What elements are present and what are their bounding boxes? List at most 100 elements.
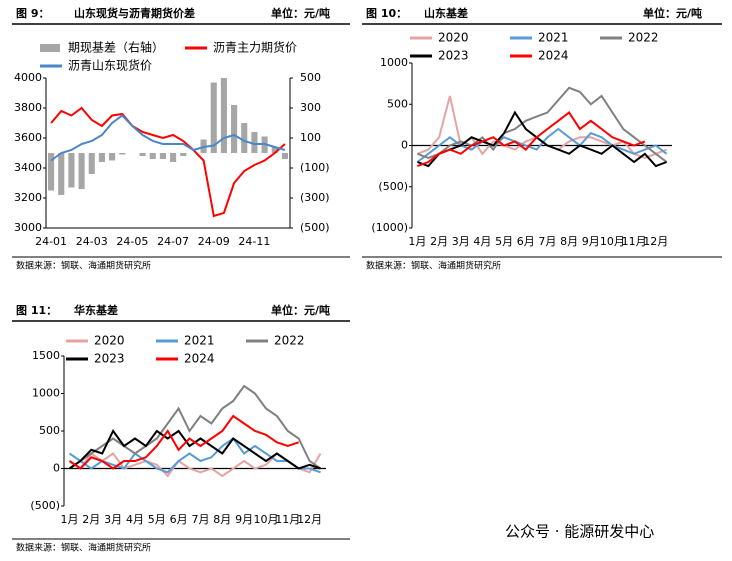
x-tick-label: 5月 <box>495 235 513 248</box>
x-tick-label: 11月 <box>622 235 647 248</box>
bar <box>231 105 238 153</box>
watermark: 公众号 · 能源研发中心 <box>505 523 654 541</box>
y-tick-label: 3000 <box>14 221 42 234</box>
legend-label: 2024 <box>184 352 215 366</box>
y-tick-label: 500 <box>387 97 408 110</box>
series-line <box>417 110 667 168</box>
y-tick-label: 3800 <box>14 101 42 114</box>
unit-label: 单位：元/吨 <box>271 6 330 20</box>
y-tick-label: 0 <box>53 462 60 475</box>
bar <box>149 153 156 159</box>
y-tick-label: 1500 <box>32 349 60 362</box>
x-tick-label: 24-07 <box>157 235 189 248</box>
series-line <box>417 86 668 163</box>
chart-title: 山东基差 <box>424 6 468 20</box>
y2-tick-label: (500) <box>300 221 330 234</box>
bar <box>68 153 75 188</box>
x-tick-label: 9月 <box>235 513 253 526</box>
y-tick-label: 4000 <box>14 71 42 84</box>
x-tick-label: 7月 <box>538 235 556 248</box>
bar <box>78 153 85 189</box>
bar <box>119 153 126 155</box>
y-tick-label: (500) <box>378 180 408 193</box>
figure-label: 图 9： <box>16 7 49 20</box>
x-tick-label: 11月 <box>275 513 300 526</box>
legend-label: 2023 <box>438 49 469 63</box>
bar <box>58 153 65 195</box>
x-tick-label: 5月 <box>148 513 166 526</box>
y-tick-label: 3600 <box>14 131 42 144</box>
bar <box>220 78 227 153</box>
series-line <box>50 106 286 218</box>
series-line <box>50 114 286 162</box>
source-note: 数据来源：钢联、海通期货研究所 <box>366 260 501 272</box>
x-tick-label: 4月 <box>473 235 491 248</box>
x-tick-label: 24-09 <box>198 235 230 248</box>
bar <box>281 153 288 159</box>
bar <box>98 153 105 162</box>
series-line <box>68 414 300 470</box>
legend-label: 2023 <box>94 352 125 366</box>
source-note: 数据来源：钢联、海通期货研究所 <box>16 260 151 272</box>
x-tick-label: 3月 <box>452 235 470 248</box>
series-line <box>417 111 646 168</box>
unit-label: 单位：元/吨 <box>271 303 330 317</box>
bar <box>48 153 55 191</box>
legend-label: 沥青山东现货价 <box>68 58 152 73</box>
x-tick-label: 9月 <box>582 235 600 248</box>
x-tick-label: 6月 <box>170 513 188 526</box>
x-tick-label: 10月 <box>600 235 625 248</box>
y-tick-label: 1000 <box>380 56 408 69</box>
x-tick-label: 24-03 <box>76 235 108 248</box>
series-line <box>68 384 322 470</box>
bar <box>139 153 146 156</box>
y-tick-label: (500) <box>30 499 60 512</box>
x-tick-label: 12月 <box>643 235 668 248</box>
legend-label: 沥青主力期货价 <box>213 40 297 55</box>
legend-label: 2021 <box>184 334 215 348</box>
x-tick-label: 8月 <box>560 235 578 248</box>
y2-tick-label: 500 <box>300 71 321 84</box>
bar <box>271 147 278 153</box>
series-line <box>416 127 668 163</box>
y2-tick-label: 100 <box>300 131 321 144</box>
legend-label: 2022 <box>274 334 305 348</box>
y2-tick-label: (300) <box>300 191 330 204</box>
x-tick-label: 4月 <box>126 513 144 526</box>
x-tick-label: 24-01 <box>35 235 67 248</box>
x-tick-label: 1月 <box>408 235 426 248</box>
y2-tick-label: 300 <box>300 101 321 114</box>
x-tick-label: 2月 <box>82 513 100 526</box>
bar <box>170 153 177 162</box>
legend-label: 2020 <box>94 334 125 348</box>
bar <box>109 153 116 161</box>
figure-label: 图 11： <box>16 304 57 317</box>
x-tick-label: 3月 <box>104 513 122 526</box>
x-tick-label: 10月 <box>253 513 278 526</box>
legend-label: 期现基差（右轴） <box>68 40 164 55</box>
bar <box>159 153 166 159</box>
y-tick-label: 1000 <box>32 387 60 400</box>
x-tick-label: 8月 <box>213 513 231 526</box>
y2-tick-label: (100) <box>300 161 330 174</box>
source-note: 数据来源：钢联、海通期货研究所 <box>16 542 151 554</box>
bar <box>251 132 258 153</box>
x-tick-label: 24-11 <box>238 235 270 248</box>
y-tick-label: 0 <box>401 139 408 152</box>
y-tick-label: (1000) <box>371 221 408 234</box>
bar <box>180 153 187 156</box>
y-tick-label: 500 <box>39 424 60 437</box>
chart-title: 山东现货与沥青期货价差 <box>74 6 195 20</box>
x-tick-label: 2月 <box>430 235 448 248</box>
x-tick-label: 12月 <box>297 513 322 526</box>
legend-label: 2022 <box>628 31 659 45</box>
series-line <box>68 437 321 474</box>
legend-label: 2021 <box>538 31 569 45</box>
figure-label: 图 10： <box>366 7 407 20</box>
x-tick-label: 6月 <box>517 235 535 248</box>
unit-label: 单位：元/吨 <box>643 6 702 20</box>
x-tick-label: 1月 <box>60 513 78 526</box>
y-tick-label: 3400 <box>14 161 42 174</box>
x-tick-label: 24-05 <box>116 235 148 248</box>
